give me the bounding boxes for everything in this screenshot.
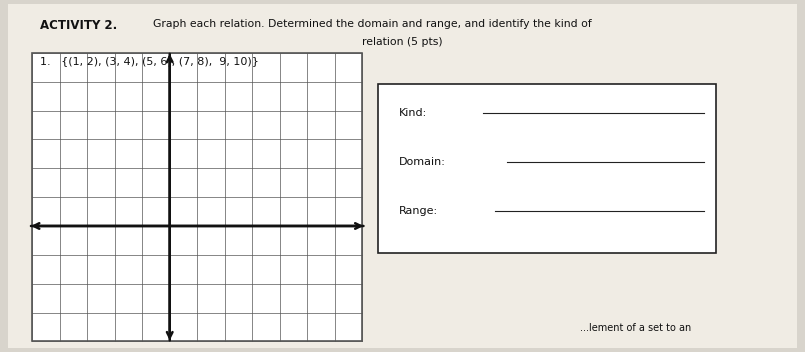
- Text: ACTIVITY 2.: ACTIVITY 2.: [40, 19, 118, 32]
- Text: Kind:: Kind:: [398, 108, 427, 118]
- Text: relation (5 pts): relation (5 pts): [362, 37, 443, 47]
- FancyBboxPatch shape: [8, 4, 797, 348]
- Text: Range:: Range:: [398, 206, 438, 216]
- Text: 1.   {(1, 2), (3, 4), (5, 6), (7, 8),  9, 10)}: 1. {(1, 2), (3, 4), (5, 6), (7, 8), 9, 1…: [40, 56, 259, 66]
- Bar: [32, 53, 362, 341]
- Bar: [378, 84, 716, 253]
- Text: ...lement of a set to an: ...lement of a set to an: [580, 323, 691, 333]
- Text: Graph each relation. Determined the domain and range, and identify the kind of: Graph each relation. Determined the doma…: [153, 19, 592, 29]
- Text: Domain:: Domain:: [398, 157, 445, 167]
